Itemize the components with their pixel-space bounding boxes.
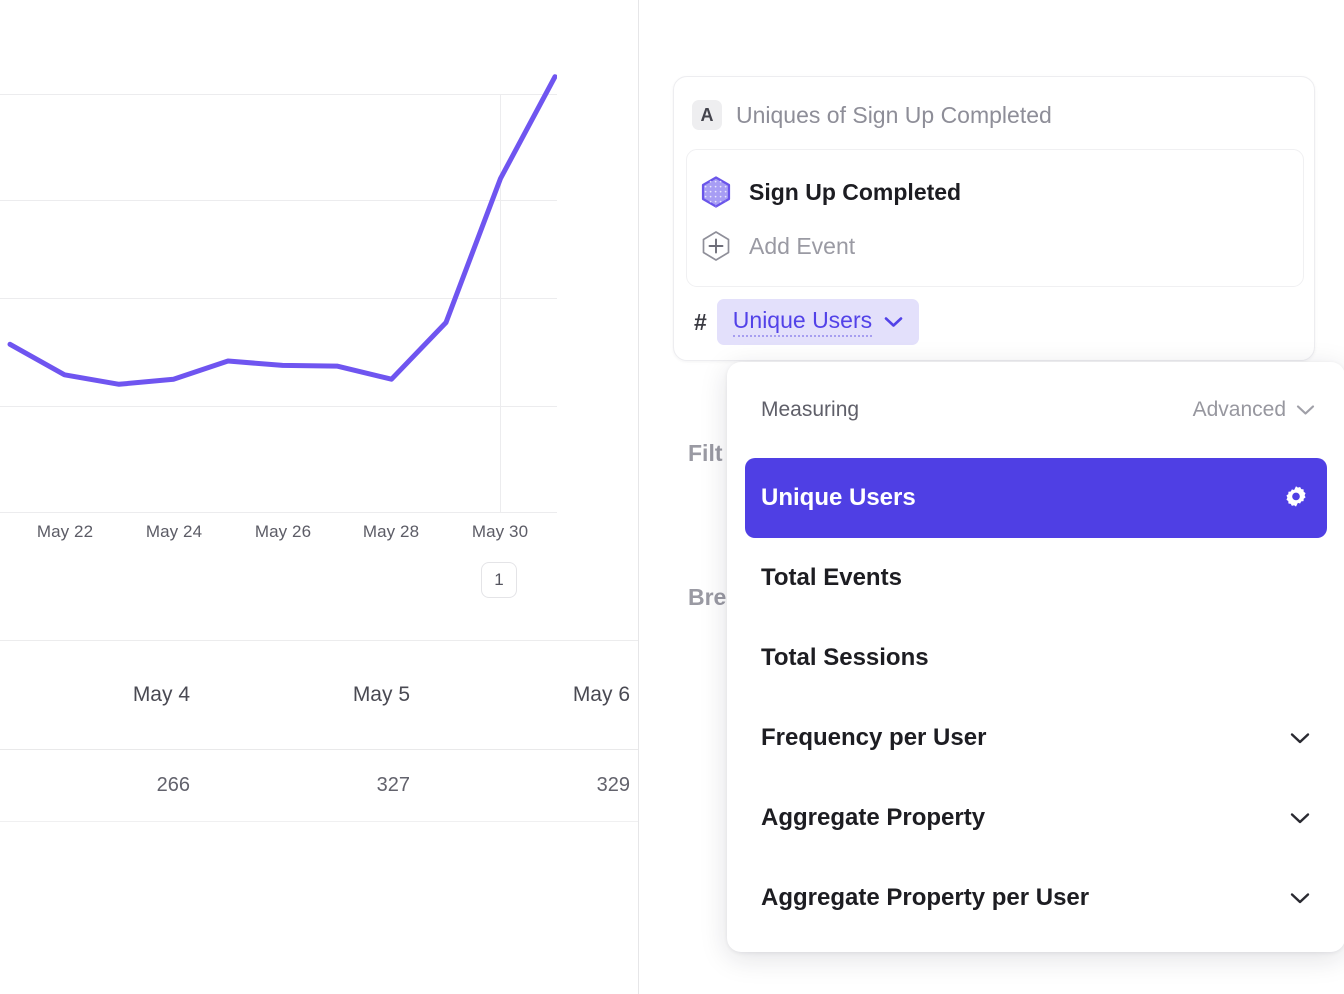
table-column-header[interactable]: May 5 <box>352 683 410 706</box>
metric-definition-card: A Uniques of Sign Up Completed <box>673 76 1315 361</box>
dropdown-option-total-sessions[interactable]: Total Sessions <box>745 618 1327 698</box>
line-chart[interactable] <box>0 0 557 513</box>
measure-selector-row: # Unique Users <box>694 299 920 345</box>
filter-section-label: Filt <box>688 440 723 466</box>
table-cell: 266 <box>156 773 190 796</box>
dropdown-option-frequency-per-user[interactable]: Frequency per User <box>745 698 1327 778</box>
dropdown-option-unique-users[interactable]: Unique Users <box>745 458 1327 538</box>
chevron-down-icon[interactable] <box>1289 811 1311 825</box>
x-tick-label: May 30 <box>471 522 529 541</box>
dropdown-option-aggregate-property[interactable]: Aggregate Property <box>745 778 1327 858</box>
chart-panel: May 22 May 24 May 26 May 28 May 30 1 <box>0 0 638 641</box>
x-tick-label: May 22 <box>36 522 94 541</box>
advanced-label: Advanced <box>1192 398 1286 421</box>
table-column-header[interactable]: May 6 <box>572 683 630 706</box>
metric-title: Uniques of Sign Up Completed <box>736 101 1052 128</box>
x-tick-label: May 26 <box>254 522 312 541</box>
chevron-down-icon[interactable] <box>1289 891 1311 905</box>
dropdown-option-list: Unique Users Total Events Total Sessions… <box>727 458 1344 938</box>
chart-series-line <box>7 74 557 387</box>
measure-chip-label: Unique Users <box>732 307 873 337</box>
data-table: May 4 May 5 May 6 266 327 329 <box>0 641 638 994</box>
hash-icon: # <box>694 308 707 335</box>
gear-icon[interactable] <box>1281 483 1311 513</box>
table-header-row: May 4 May 5 May 6 <box>0 641 638 749</box>
x-tick-label: May 28 <box>362 522 420 541</box>
chart-panel-bottom-divider <box>0 640 638 641</box>
chevron-down-icon[interactable] <box>1289 731 1311 745</box>
chart-x-axis: May 22 May 24 May 26 May 28 May 30 <box>0 522 557 552</box>
table-column-header[interactable]: May 4 <box>132 683 190 706</box>
dropdown-option-label: Aggregate Property per User <box>761 884 1090 911</box>
add-event-label: Add Event <box>749 232 856 259</box>
dropdown-option-label: Total Sessions <box>761 644 929 671</box>
dropdown-option-label: Aggregate Property <box>761 804 986 831</box>
events-list-box: Sign Up Completed Add Event <box>686 149 1304 287</box>
chart-gridlines-horizontal <box>0 94 557 513</box>
hexagon-icon <box>699 175 733 209</box>
chart-page-badge[interactable]: 1 <box>481 562 517 598</box>
x-tick-label: May 24 <box>145 522 203 541</box>
advanced-toggle[interactable]: Advanced <box>1193 398 1315 422</box>
metric-title-row[interactable]: A Uniques of Sign Up Completed <box>692 97 1052 133</box>
table-cell: 327 <box>376 773 410 796</box>
dropdown-option-aggregate-property-per-user[interactable]: Aggregate Property per User <box>745 858 1327 938</box>
table-row[interactable]: 266 327 329 <box>0 749 638 821</box>
metric-letter-badge: A <box>692 100 722 130</box>
table-cell: 329 <box>596 773 630 796</box>
measure-chip-unique-users[interactable]: Unique Users <box>716 299 920 345</box>
table-header-rule <box>0 749 638 750</box>
add-event-row[interactable]: Add Event <box>699 222 855 270</box>
event-row-sign-up-completed[interactable]: Sign Up Completed <box>699 168 961 216</box>
add-event-hexagon-plus-icon <box>699 229 733 263</box>
measuring-dropdown: Measuring Advanced Unique Users <box>727 362 1344 952</box>
table-row-rule <box>0 821 638 822</box>
dropdown-option-total-events[interactable]: Total Events <box>745 538 1327 618</box>
event-name: Sign Up Completed <box>749 178 962 205</box>
chevron-down-icon <box>1296 398 1315 422</box>
breakdown-section-label: Bre <box>688 584 727 610</box>
panel-divider <box>638 0 639 994</box>
dropdown-option-label: Total Events <box>761 564 902 591</box>
dropdown-header-title: Measuring <box>761 398 860 421</box>
dropdown-option-label: Unique Users <box>761 484 916 511</box>
dropdown-option-label: Frequency per User <box>761 724 987 751</box>
chevron-down-icon <box>884 316 903 328</box>
dropdown-header: Measuring Advanced <box>727 362 1344 458</box>
